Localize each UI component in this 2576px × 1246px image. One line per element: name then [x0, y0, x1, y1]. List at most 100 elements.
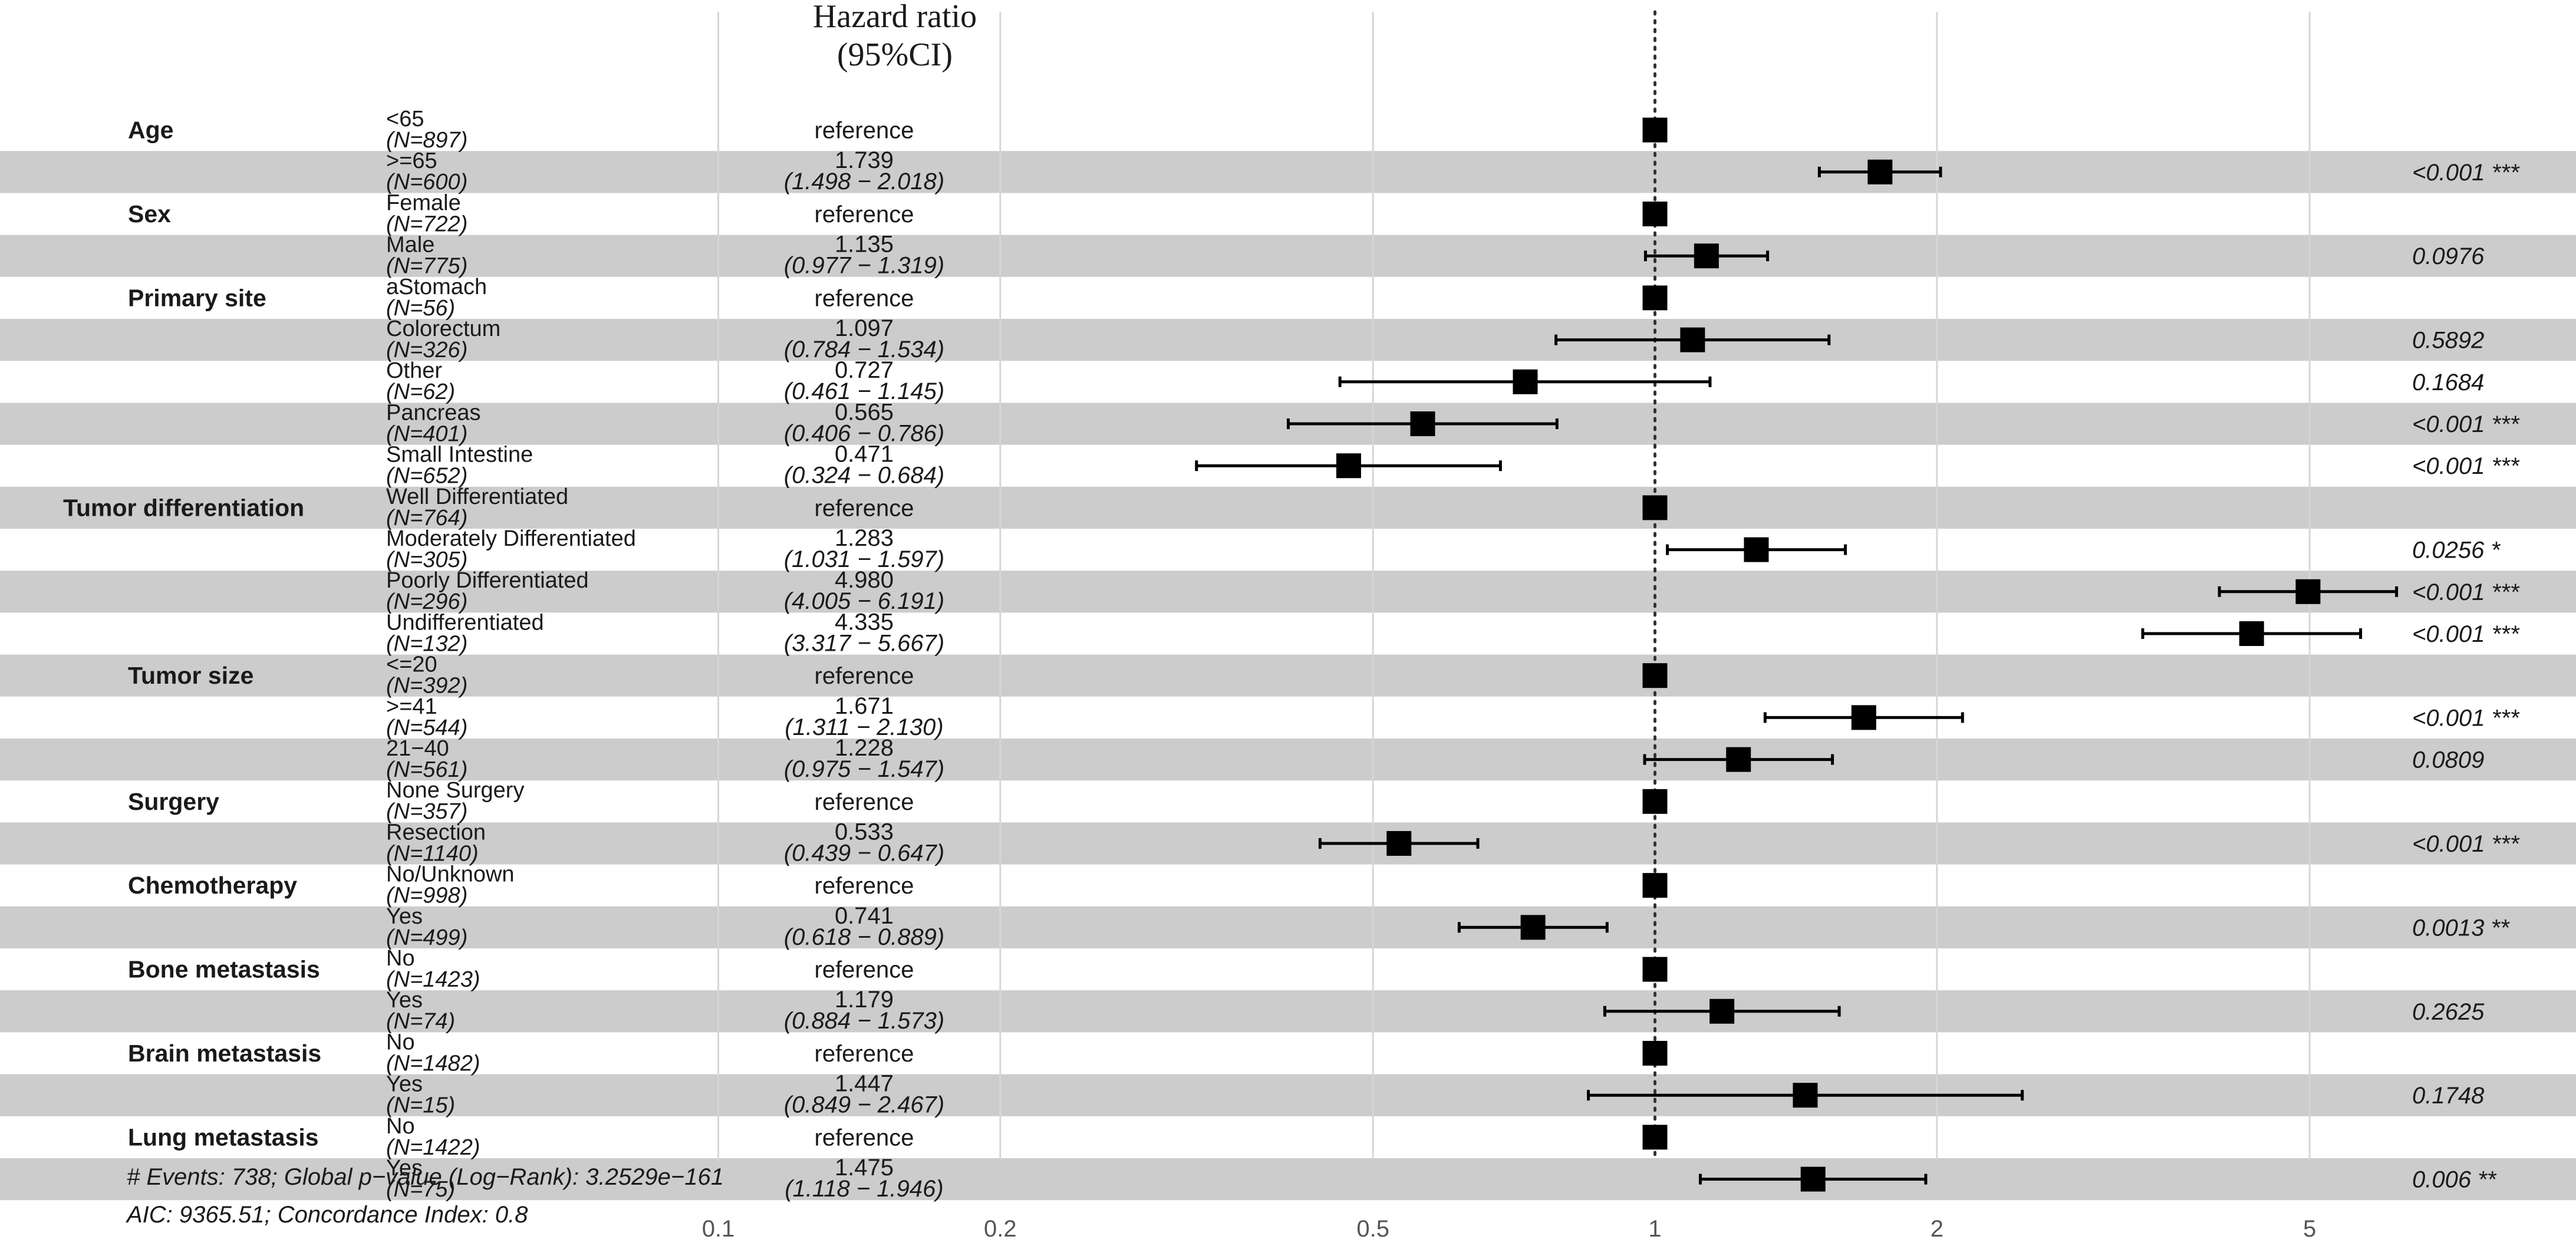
p-value: 0.0976	[2412, 243, 2485, 269]
level-label: Colorectum	[386, 317, 500, 341]
n-label: (N=1423)	[386, 967, 480, 992]
ci-value: (3.317 − 5.667)	[784, 630, 944, 656]
n-label: (N=296)	[386, 589, 467, 614]
hr-marker	[1642, 789, 1668, 814]
table-rows: Age <65(N=897) reference >=65(N=600) 1.739 (1…	[63, 107, 2520, 1202]
variable-label: Bone metastasis	[128, 956, 320, 983]
hr-value: reference	[815, 873, 914, 899]
p-value: 0.0013 **	[2412, 915, 2510, 941]
row-stripe	[0, 571, 2576, 613]
hr-marker	[1386, 831, 1412, 856]
p-value: <0.001 ***	[2412, 579, 2520, 605]
p-value: 0.2625	[2412, 999, 2485, 1025]
variable-label: Tumor differentiation	[63, 494, 304, 521]
p-value: <0.001 ***	[2412, 831, 2520, 857]
level-label: Yes	[386, 904, 423, 929]
hr-marker	[1642, 663, 1668, 688]
variable-label: Age	[128, 117, 173, 144]
n-label: (N=305)	[386, 548, 467, 572]
column-title-ci: (95%CI)	[837, 37, 953, 73]
ci-value: (0.461 − 1.145)	[784, 378, 944, 404]
level-label: Resection	[386, 820, 486, 845]
p-value: 0.0809	[2412, 747, 2484, 773]
hr-marker	[1642, 1125, 1668, 1150]
hr-value: 1.097	[835, 315, 894, 341]
hr-value: reference	[815, 1125, 914, 1151]
level-label: <=20	[386, 652, 437, 677]
hr-marker	[1680, 327, 1705, 352]
x-tick-label: 0.5	[1356, 1216, 1389, 1242]
ci-value: (0.406 − 0.786)	[784, 420, 944, 446]
hr-value: reference	[815, 495, 914, 521]
level-label: Yes	[386, 988, 423, 1013]
hr-value: 0.727	[835, 357, 894, 383]
ci-value: (0.977 − 1.319)	[784, 253, 944, 279]
ci-value: (0.975 − 1.547)	[784, 756, 944, 782]
level-label: No/Unknown	[386, 862, 515, 887]
level-label: Yes	[386, 1156, 423, 1181]
hr-value: 1.739	[835, 147, 894, 173]
n-label: (N=897)	[386, 128, 467, 153]
row-stripe	[0, 235, 2576, 277]
n-label: (N=357)	[386, 799, 467, 824]
hr-value: 1.671	[835, 693, 894, 719]
hr-value: 4.335	[835, 609, 894, 635]
p-value: 0.0256 *	[2412, 538, 2501, 563]
hr-marker	[1336, 453, 1361, 479]
hr-value: reference	[815, 118, 914, 144]
hr-marker	[1520, 915, 1546, 940]
hr-marker	[1793, 1083, 1818, 1108]
ci-value: (0.324 − 0.684)	[784, 463, 944, 489]
footer-aic: AIC: 9365.51; Concordance Index: 0.8	[126, 1202, 528, 1228]
hr-marker	[1642, 873, 1668, 898]
p-value: <0.001 ***	[2412, 411, 2520, 437]
row-stripe	[0, 990, 2576, 1033]
hr-marker	[2239, 621, 2264, 646]
hr-marker	[1800, 1166, 1826, 1192]
n-label: (N=1482)	[386, 1051, 480, 1076]
hr-value: 1.283	[835, 525, 894, 551]
hr-marker	[1694, 243, 1719, 269]
hr-marker	[1642, 1041, 1668, 1066]
hr-marker	[1513, 369, 1538, 394]
hr-value: 0.471	[835, 441, 894, 467]
ci-value: (0.618 − 0.889)	[784, 924, 944, 950]
n-label: (N=392)	[386, 674, 467, 698]
hr-marker	[1642, 285, 1668, 311]
ci-value: (0.849 − 2.467)	[784, 1092, 944, 1118]
ci-value: (4.005 − 6.191)	[784, 588, 944, 614]
x-tick-label: 2	[1931, 1216, 1943, 1242]
n-label: (N=544)	[386, 716, 467, 740]
row-stripe	[0, 1158, 2576, 1201]
hr-marker	[1851, 705, 1876, 730]
level-label: Pancreas	[386, 400, 481, 425]
n-label: (N=600)	[386, 170, 467, 195]
p-value: <0.001 ***	[2412, 705, 2520, 731]
level-label: >=65	[386, 149, 437, 173]
footer-events: # Events: 738; Global p−value (Log−Rank)…	[127, 1164, 724, 1190]
p-value: <0.001 ***	[2412, 160, 2520, 186]
hr-marker	[1744, 537, 1769, 562]
p-value: 0.006 **	[2412, 1167, 2497, 1193]
x-tick-label: 5	[2303, 1216, 2316, 1242]
n-label: (N=722)	[386, 212, 467, 236]
ci-value: (1.311 − 2.130)	[785, 714, 943, 740]
row-stripe	[0, 486, 2576, 529]
n-label: (N=1422)	[386, 1135, 480, 1160]
n-label: (N=499)	[386, 925, 467, 950]
ci-value: (1.118 − 1.946)	[785, 1176, 943, 1202]
n-label: (N=561)	[386, 757, 467, 782]
level-label: <65	[386, 107, 424, 131]
level-label: Poorly Differentiated	[386, 568, 589, 593]
level-label: Female	[386, 190, 461, 215]
variable-label: Surgery	[128, 788, 219, 815]
hr-value: reference	[815, 957, 914, 983]
hr-value: 1.135	[835, 232, 894, 258]
x-tick-label: 0.2	[984, 1216, 1017, 1242]
variable-label: Brain metastasis	[128, 1040, 321, 1067]
hr-marker	[1642, 202, 1668, 226]
row-stripe	[0, 1074, 2576, 1116]
n-label: (N=74)	[386, 1009, 455, 1034]
row-stripe	[0, 319, 2576, 361]
